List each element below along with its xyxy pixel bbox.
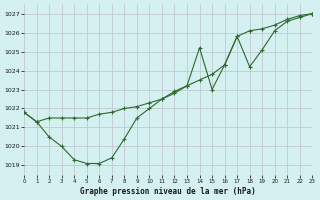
X-axis label: Graphe pression niveau de la mer (hPa): Graphe pression niveau de la mer (hPa)	[80, 187, 256, 196]
